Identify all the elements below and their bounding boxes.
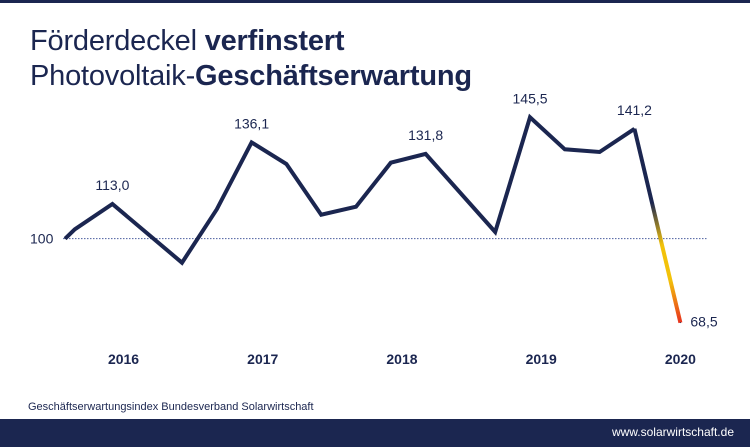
data-point: [251, 141, 253, 143]
x-tick-label: 2020: [665, 351, 696, 367]
data-point: [181, 262, 183, 264]
data-point: [320, 214, 322, 216]
footer-url: www.solarwirtschaft.de: [611, 425, 734, 439]
data-point: [74, 228, 76, 230]
x-tick-label: 2016: [108, 351, 139, 367]
reference-line-label: 100: [30, 231, 54, 247]
title-line-1-regular: Förderdeckel: [30, 25, 205, 57]
data-label: 141,2: [617, 102, 652, 118]
footer-bar: www.solarwirtschaft.de: [0, 419, 750, 447]
series-line: [63, 113, 636, 266]
title-line-1: Förderdeckel verfinstert: [30, 24, 472, 59]
x-tick-label: 2018: [386, 351, 417, 367]
series-line-drop: [632, 128, 683, 324]
data-point: [599, 151, 601, 153]
data-label: 136,1: [234, 115, 269, 131]
data-point: [679, 322, 681, 324]
data-point: [216, 208, 218, 210]
data-point: [64, 238, 66, 240]
data-point: [285, 163, 287, 165]
data-point: [425, 153, 427, 155]
data-label: 145,5: [513, 90, 548, 106]
data-label: 68,5: [690, 314, 717, 330]
data-point: [529, 116, 531, 118]
title-line-2-regular: Photovoltaik-: [30, 60, 196, 92]
title-line-2-bold: Geschäftserwartung: [195, 60, 472, 92]
title-line-2: Photovoltaik-Geschäftserwartung: [30, 59, 472, 94]
data-point: [564, 148, 566, 150]
data-label: 113,0: [95, 177, 129, 193]
data-label: 131,8: [408, 127, 443, 143]
data-point: [355, 206, 357, 208]
x-tick-label: 2017: [247, 351, 278, 367]
top-border: [0, 0, 750, 3]
data-point: [111, 203, 113, 205]
title-line-1-bold: verfinstert: [204, 25, 345, 57]
data-point: [633, 128, 635, 130]
source-note: Geschäftserwartungsindex Bundesverband S…: [28, 401, 314, 413]
x-tick-label: 2019: [526, 351, 557, 367]
page-title: Förderdeckel verfinstert Photovoltaik-Ge…: [30, 24, 472, 94]
data-point: [494, 231, 496, 233]
data-point: [390, 162, 392, 164]
